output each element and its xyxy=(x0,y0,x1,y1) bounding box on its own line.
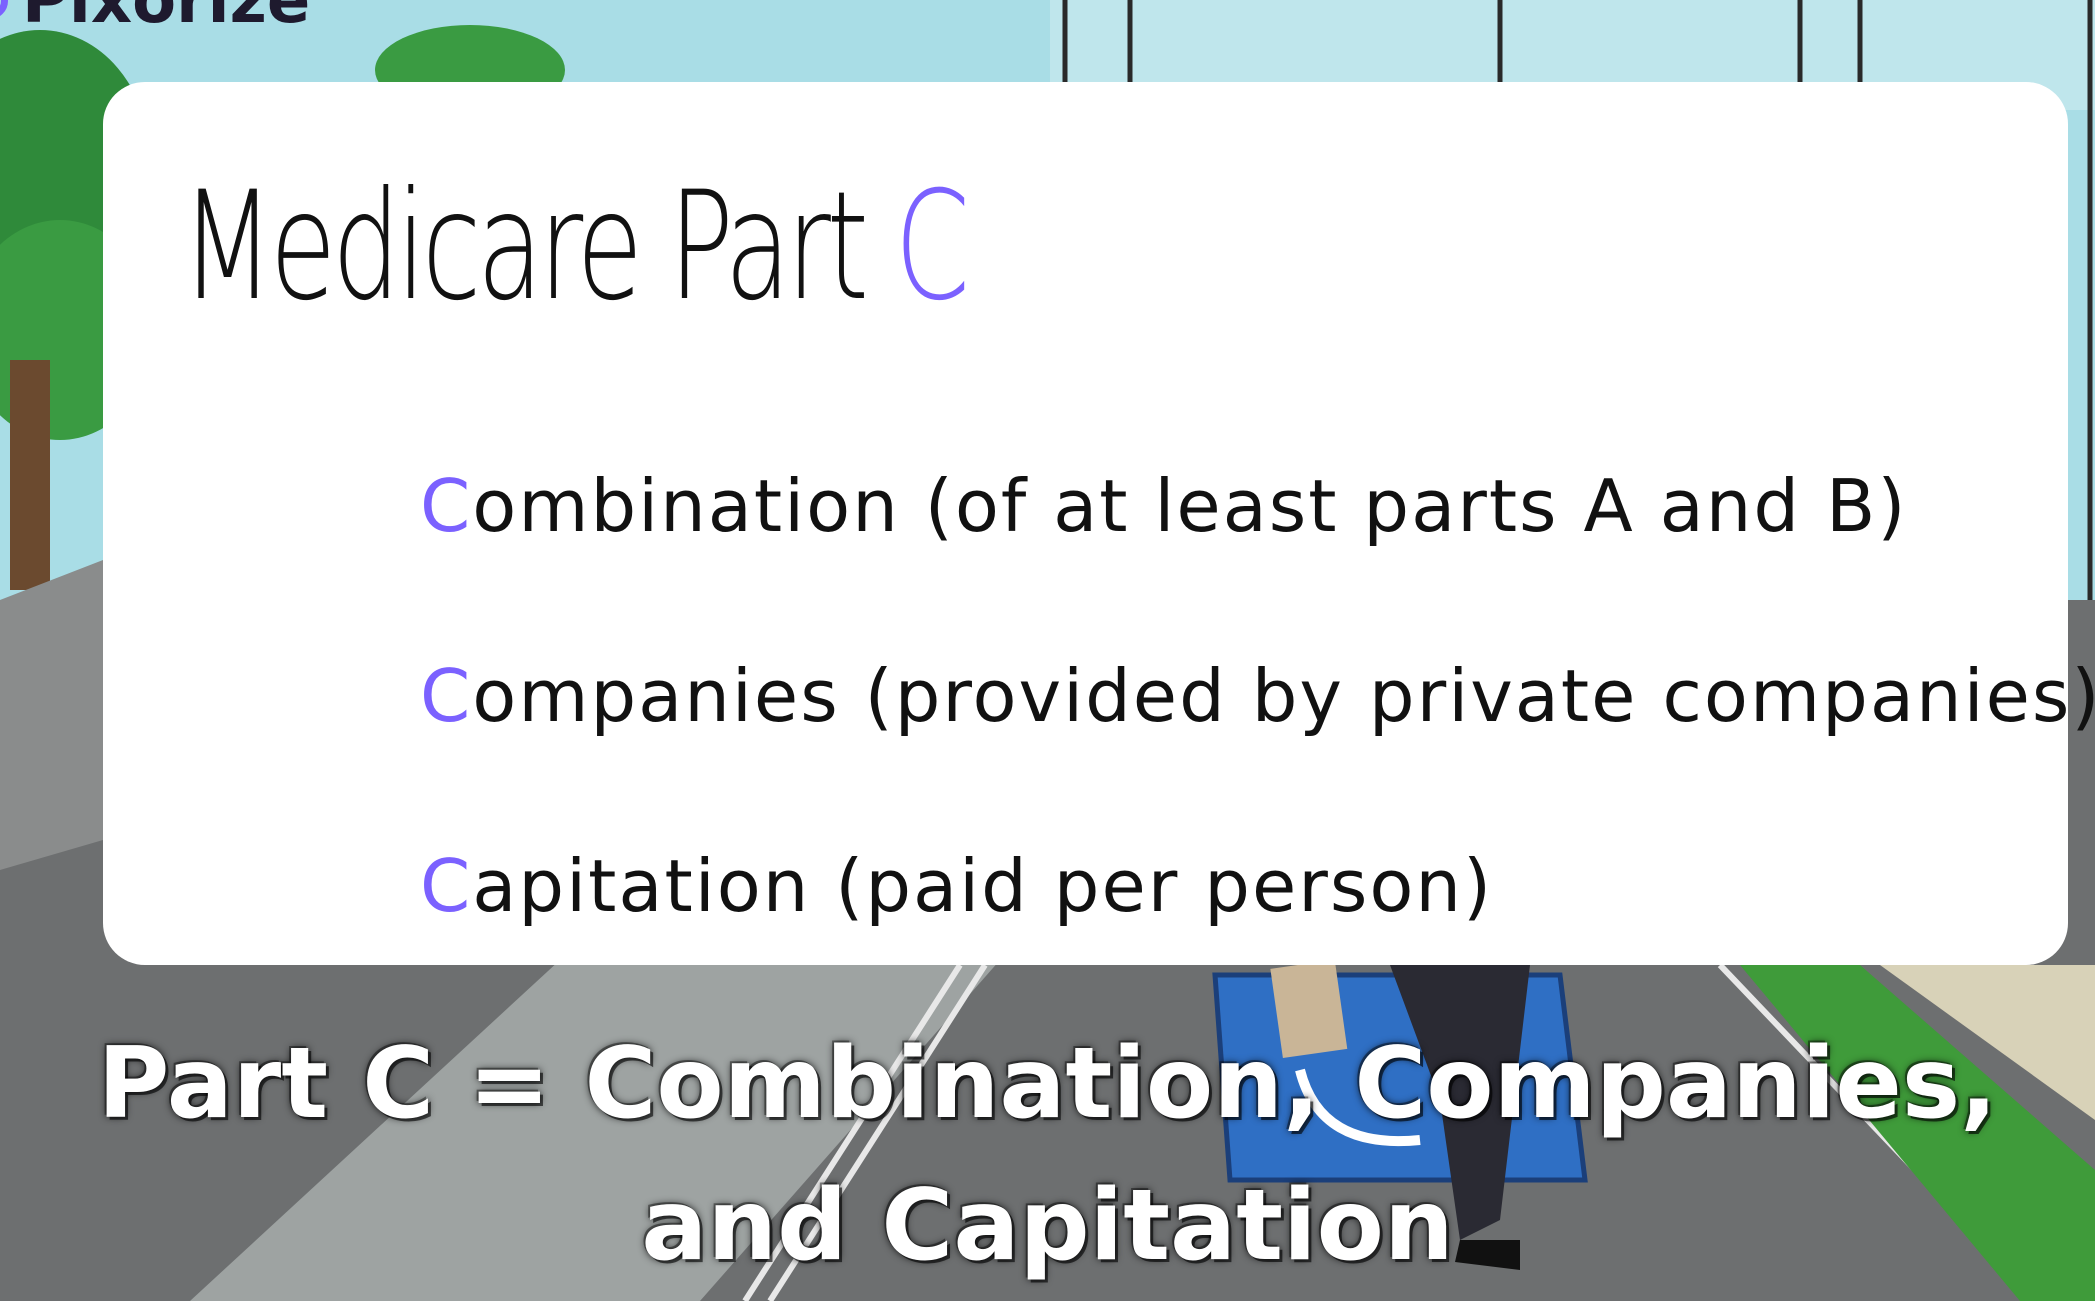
card-title-main: Medicare Part xyxy=(181,160,895,334)
grass-strip xyxy=(1740,965,2095,1301)
subtitle-line-2: and Capitation xyxy=(641,1169,1454,1283)
logo-text: Pixorize xyxy=(22,0,311,38)
point-text: ompanies (provided by private companies) xyxy=(472,654,2095,738)
curb-right xyxy=(1880,965,2095,1120)
point-text: apitation (paid per person) xyxy=(472,844,1494,928)
brand-logo: Pixorize xyxy=(0,0,310,38)
mnemonic-point: Capitation (paid per person) xyxy=(420,850,1493,922)
point-initial: C xyxy=(420,654,473,738)
sidewalk-left xyxy=(0,560,103,870)
pixorize-logo-icon xyxy=(0,0,8,19)
sidewalk-center xyxy=(190,960,1000,1301)
point-initial: C xyxy=(420,844,473,928)
mnemonic-point: Companies (provided by private companies… xyxy=(420,660,2095,732)
subtitle-line-1: Part C = Combination, Companies, xyxy=(97,1027,1998,1141)
character-figure xyxy=(1270,959,1530,1270)
point-initial: C xyxy=(420,464,473,548)
mnemonic-point: Combination (of at least parts A and B) xyxy=(420,470,1907,542)
card-title: Medicare Part C xyxy=(181,142,970,352)
card-title-accent: C xyxy=(894,160,970,334)
point-text: ombination (of at least parts A and B) xyxy=(472,464,1908,548)
mnemonic-card: Medicare Part C Combination (of at least… xyxy=(103,82,2095,965)
